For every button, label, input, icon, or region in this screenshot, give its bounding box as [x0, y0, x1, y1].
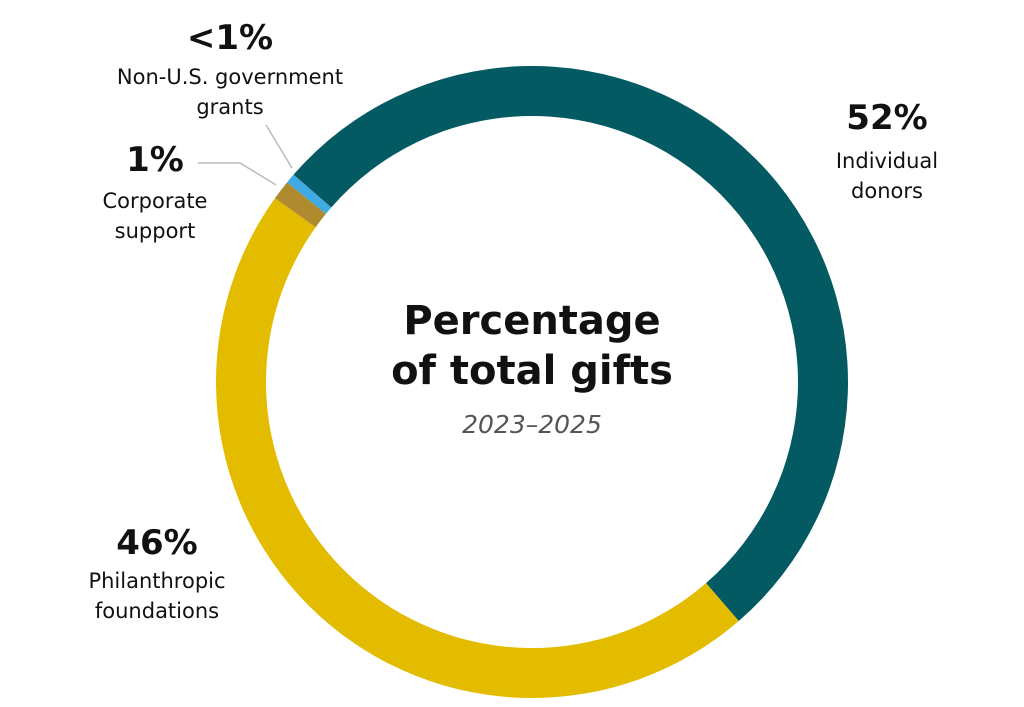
- value-label: 52%: [846, 98, 928, 138]
- leader-line: [198, 162, 277, 186]
- value-label: 46%: [116, 523, 198, 563]
- category-label: Non-U.S. government grants: [116, 65, 344, 119]
- chart-subtitle: 2023–2025: [462, 410, 602, 439]
- donut-segment: [274, 182, 326, 228]
- leader-line: [265, 124, 293, 169]
- donut-segment: [287, 174, 332, 214]
- category-label: Philanthropic foundations: [88, 569, 226, 623]
- donut-segment: [215, 198, 739, 699]
- value-label: <1%: [186, 18, 274, 58]
- chart-title: Percentage of total gifts: [391, 298, 673, 394]
- value-label: 1%: [126, 140, 184, 180]
- category-label: Individual donors: [835, 149, 939, 203]
- category-label: Corporate support: [102, 189, 208, 243]
